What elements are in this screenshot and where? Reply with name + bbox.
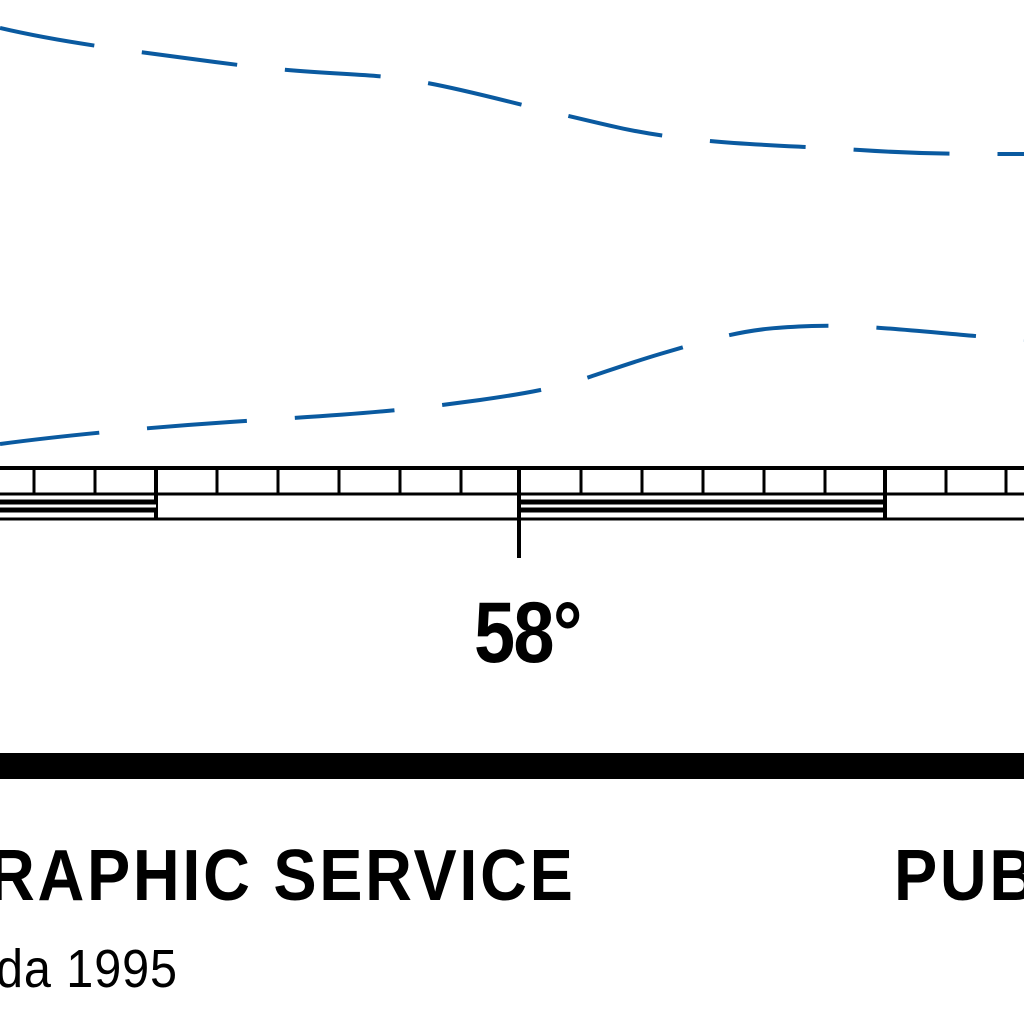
minor-ticks [32,468,1008,494]
edition-note-fragment: da 1995 [0,939,178,999]
publication-label-fragment: PUB [894,836,1024,916]
latitude-label: 58° [474,585,582,681]
neat-line [0,753,1024,779]
publisher-name-fragment: RAPHIC SERVICE [0,836,576,916]
latitude-scale-border [0,466,1024,558]
depth-contour-upper [0,26,1024,156]
depth-contour-lower [0,323,1024,446]
